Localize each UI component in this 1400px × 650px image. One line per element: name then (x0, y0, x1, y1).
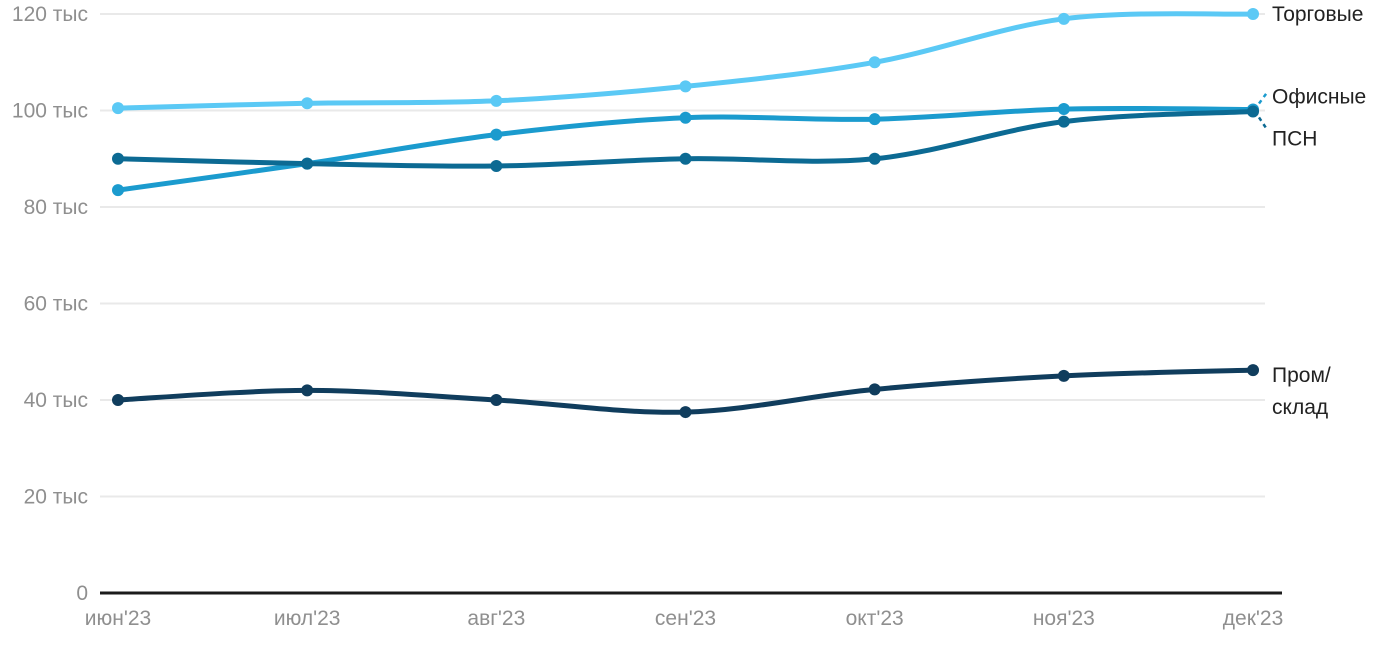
y-tick-label: 0 (76, 582, 88, 605)
data-point-torgovye[interactable] (868, 56, 881, 69)
series-label-psn: ПСН (1272, 127, 1317, 150)
label-leader-ofisnye (1258, 91, 1269, 105)
y-tick-label: 20 тыс (24, 486, 88, 509)
series-label-prom-sklad: Пром/склад (1272, 364, 1331, 419)
data-point-psn[interactable] (1057, 115, 1070, 128)
data-point-prom-sklad[interactable] (868, 383, 881, 396)
data-point-psn[interactable] (301, 157, 314, 170)
data-point-psn[interactable] (868, 152, 881, 165)
data-point-psn[interactable] (679, 152, 692, 165)
data-point-psn[interactable] (112, 152, 124, 165)
x-tick-label: сен'23 (655, 607, 716, 630)
data-point-torgovye[interactable] (490, 94, 503, 107)
x-tick-label: июл'23 (274, 607, 341, 630)
data-point-ofisnye[interactable] (490, 128, 503, 141)
x-tick-label: авг'23 (467, 607, 525, 630)
line-prom-sklad (115, 367, 1256, 415)
data-point-prom-sklad[interactable] (301, 384, 314, 397)
data-point-torgovye[interactable] (1247, 8, 1260, 20)
y-tick-label: 60 тыс (24, 293, 88, 316)
data-point-torgovye[interactable] (112, 102, 124, 115)
y-tick-label: 40 тыс (24, 389, 88, 412)
data-point-psn[interactable] (490, 159, 503, 172)
y-tick-label: 100 тыс (12, 100, 88, 123)
data-point-prom-sklad[interactable] (490, 394, 503, 406)
line-torgovye (115, 11, 1256, 111)
data-point-torgovye[interactable] (1057, 12, 1070, 25)
data-point-ofisnye[interactable] (679, 111, 692, 124)
data-point-prom-sklad[interactable] (1247, 364, 1260, 377)
data-point-prom-sklad[interactable] (679, 406, 692, 419)
data-point-torgovye[interactable] (301, 97, 314, 110)
y-tick-label: 120 тыс (12, 3, 88, 26)
series-label-ofisnye: Офисные (1272, 86, 1366, 109)
y-tick-label: 80 тыс (24, 196, 88, 219)
x-tick-label: дек'23 (1223, 607, 1284, 630)
label-leader-psn (1257, 116, 1269, 131)
data-point-prom-sklad[interactable] (1057, 369, 1070, 382)
x-tick-label: ноя'23 (1033, 607, 1095, 630)
x-tick-label: июн'23 (85, 607, 151, 630)
data-point-ofisnye[interactable] (868, 113, 881, 126)
data-point-prom-sklad[interactable] (112, 394, 124, 406)
series-label-torgovye: Торговые (1272, 3, 1363, 26)
x-tick-label: окт'23 (846, 607, 904, 630)
data-point-psn[interactable] (1247, 105, 1260, 118)
data-point-ofisnye[interactable] (1057, 103, 1070, 116)
data-point-torgovye[interactable] (679, 80, 692, 93)
data-point-ofisnye[interactable] (112, 184, 124, 197)
